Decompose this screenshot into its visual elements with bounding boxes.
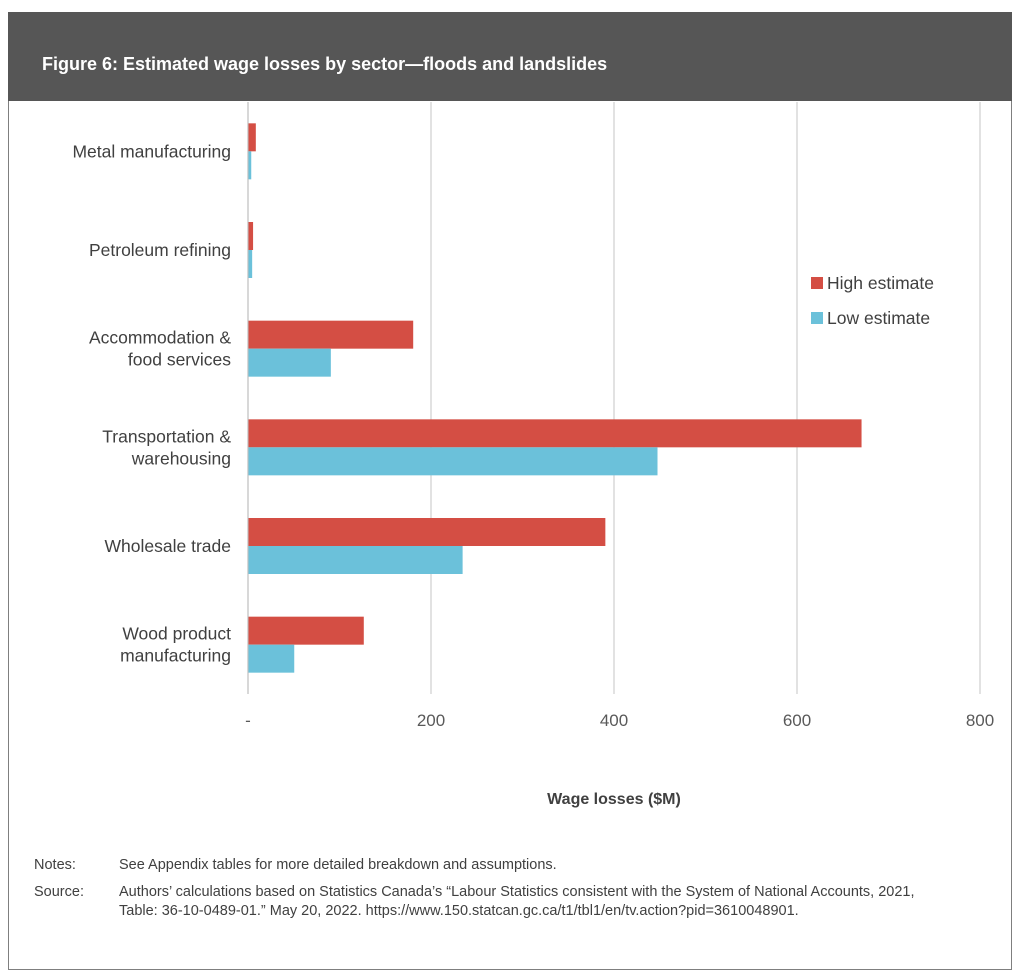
wage-losses-bar-chart: - 200 400 600 800 Metal manufacturing Petroleu… (72, 102, 994, 808)
figure-frame (8, 12, 1012, 970)
x-tick-label: 600 (783, 711, 811, 730)
source-row: Source: Authors’ calculations based on S… (34, 883, 929, 921)
bar-high-estimate (248, 222, 254, 250)
notes-row: Notes: See Appendix tables for more deta… (34, 856, 929, 875)
notes-text: See Appendix tables for more detailed br… (119, 857, 557, 873)
category-label: warehousing (131, 448, 231, 468)
legend-swatch (811, 277, 823, 289)
x-tick-label: 400 (600, 711, 628, 730)
bar-high-estimate (248, 419, 862, 448)
source-text: Authors’ calculations based on Statistic… (119, 884, 915, 919)
category-label: Accommodation & (89, 328, 231, 348)
bar-high-estimate (248, 616, 364, 645)
bar-low-estimate (248, 447, 658, 476)
category-label: food services (128, 350, 231, 370)
category-label: Petroleum refining (89, 240, 231, 260)
bar-low-estimate (248, 644, 295, 673)
source-label: Source: (34, 884, 84, 900)
figure-header: Figure 6: Estimated wage losses by secto… (8, 12, 1012, 101)
category-label: Wholesale trade (105, 536, 231, 556)
category-label: Wood product (122, 624, 231, 644)
legend-label: Low estimate (827, 308, 930, 328)
category-label: Transportation & (102, 426, 231, 446)
bar-low-estimate (248, 250, 253, 278)
category-label: Metal manufacturing (72, 141, 231, 161)
x-tick-label: 200 (417, 711, 445, 730)
bar-high-estimate (248, 123, 256, 152)
legend-swatch (811, 312, 823, 324)
bar-high-estimate (248, 320, 414, 349)
bar-high-estimate (248, 518, 606, 546)
figure-title: Figure 6: Estimated wage losses by secto… (42, 54, 608, 74)
x-tick-label: - (245, 711, 251, 730)
legend-label: High estimate (827, 273, 934, 293)
x-axis-title: Wage losses ($M) (547, 791, 681, 808)
x-tick-label: 800 (966, 711, 994, 730)
category-label: manufacturing (120, 646, 231, 666)
notes-label: Notes: (34, 857, 76, 873)
figure-notes: Notes: See Appendix tables for more deta… (34, 856, 929, 929)
bar-low-estimate (248, 546, 463, 574)
bar-low-estimate (248, 348, 331, 377)
bar-low-estimate (248, 151, 252, 180)
